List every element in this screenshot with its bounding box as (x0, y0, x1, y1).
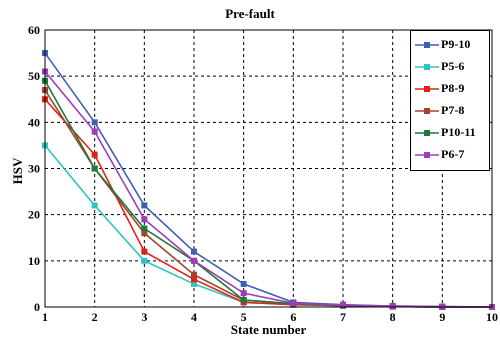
legend-item: P6-7 (411, 145, 491, 165)
y-tick-label: 0 (34, 300, 40, 314)
legend-label: P6-7 (441, 147, 465, 161)
x-tick-label: 5 (241, 310, 247, 324)
y-axis-label: HSV (10, 157, 25, 185)
series-line-P6-7 (44, 71, 493, 308)
data-point (340, 302, 346, 309)
y-tick-label: 50 (28, 69, 40, 83)
legend-item: P5-6 (411, 57, 491, 77)
x-tick-label: 7 (340, 310, 346, 324)
legend-swatch (415, 108, 439, 114)
data-point (91, 151, 98, 158)
legend: P9-10 P5-6 P8-9 P7-8 P10-11 P6-7 (410, 30, 490, 171)
data-point (191, 271, 197, 278)
legend-label: P7-8 (441, 103, 465, 117)
x-tick-label: 6 (290, 310, 296, 324)
data-point (290, 300, 297, 307)
legend-item: P8-9 (411, 79, 491, 99)
data-point (240, 297, 247, 304)
data-point (240, 280, 247, 287)
data-point (141, 230, 148, 237)
data-point (91, 128, 98, 135)
y-tick-label: 60 (28, 23, 40, 37)
legend-label: P9-10 (441, 37, 471, 51)
y-tick-label: 40 (28, 115, 40, 129)
data-point (240, 290, 247, 297)
legend-label: P5-6 (441, 59, 465, 73)
legend-swatch (415, 130, 439, 136)
x-tick-label: 9 (439, 310, 445, 324)
x-axis-label: State number (230, 322, 307, 337)
data-point (141, 248, 148, 255)
x-tick-label: 4 (191, 310, 197, 324)
data-point (141, 225, 148, 232)
legend-swatch (415, 152, 439, 158)
data-point (191, 276, 197, 283)
legend-label: P8-9 (441, 81, 465, 95)
legend-label: P10-11 (441, 125, 476, 139)
x-tick-label: 10 (486, 310, 498, 324)
data-point (191, 248, 197, 255)
data-point (389, 303, 396, 310)
y-tick-label: 10 (28, 254, 40, 268)
data-point (191, 257, 197, 264)
legend-swatch (415, 64, 439, 70)
x-tick-label: 3 (141, 310, 147, 324)
data-point (191, 280, 197, 287)
legend-item: P7-8 (411, 101, 491, 121)
data-point (141, 216, 148, 223)
data-point (141, 257, 148, 264)
legend-item: P9-10 (411, 35, 491, 55)
y-tick-label: 20 (28, 208, 40, 222)
x-tick-label: 1 (42, 310, 48, 324)
data-point (91, 165, 98, 172)
axis-ticks: 1 2 3 4 5 6 7 8 9 10 0 10 20 30 40 50 60 (28, 23, 498, 324)
y-tick-label: 30 (28, 162, 40, 176)
chart-title: Pre-fault (225, 6, 275, 21)
data-point (141, 202, 148, 209)
data-point (91, 119, 98, 126)
x-tick-label: 2 (92, 310, 98, 324)
legend-item: P10-11 (411, 123, 491, 143)
legend-swatch (415, 42, 439, 48)
legend-swatch (415, 86, 439, 92)
data-point (91, 202, 98, 209)
x-tick-label: 8 (390, 310, 396, 324)
plot-frame (44, 29, 493, 308)
